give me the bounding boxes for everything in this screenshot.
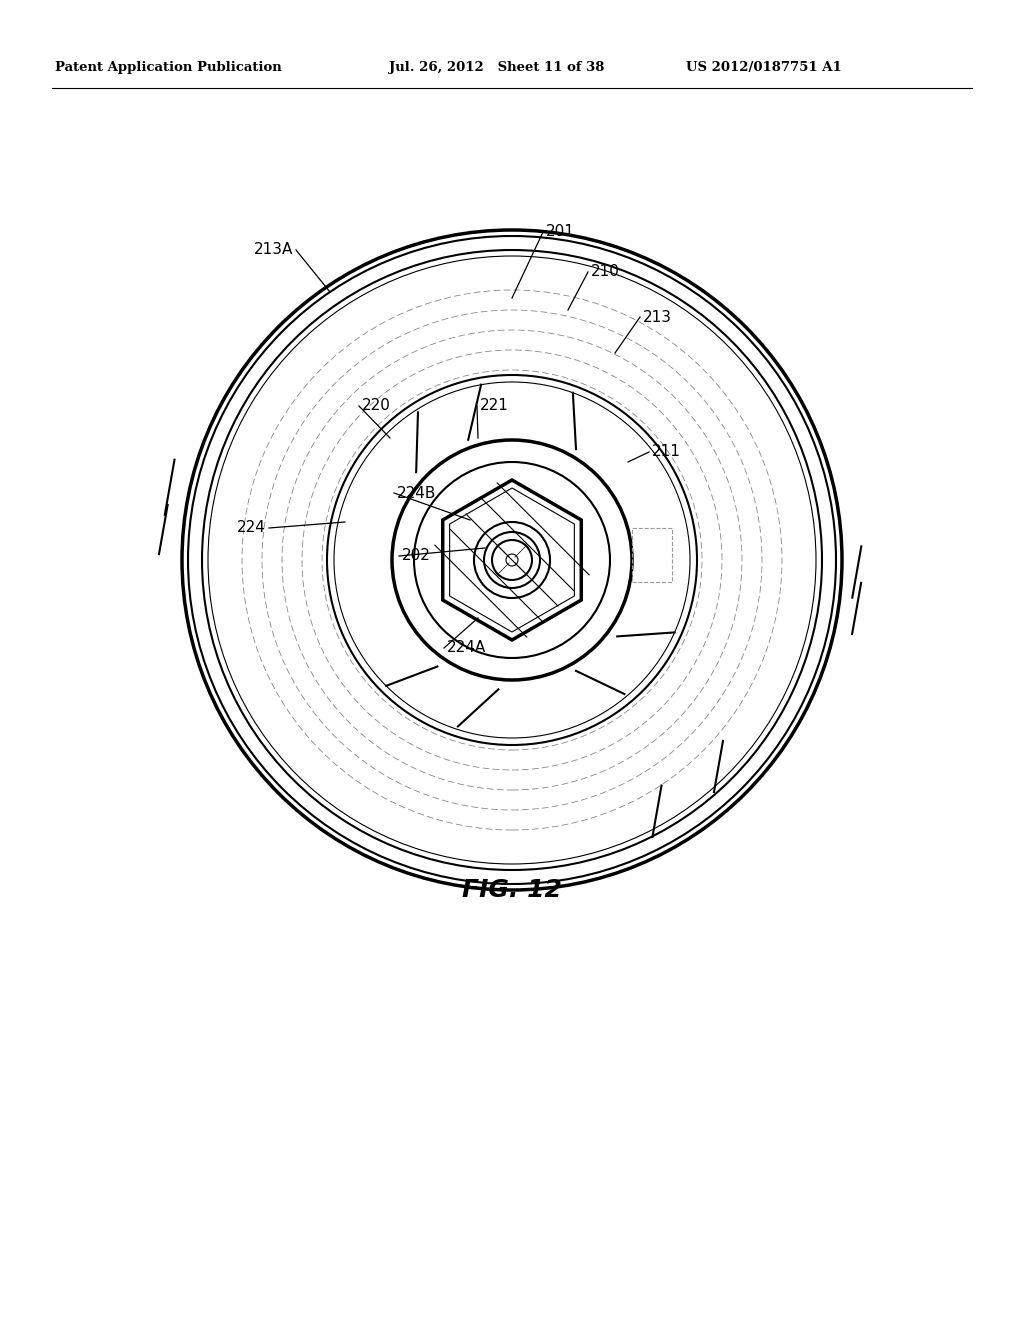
Bar: [632, 528, 672, 582]
Text: 224: 224: [238, 520, 266, 536]
Text: 220: 220: [362, 399, 391, 413]
Text: 213: 213: [643, 309, 672, 325]
Text: Jul. 26, 2012   Sheet 11 of 38: Jul. 26, 2012 Sheet 11 of 38: [389, 62, 604, 74]
Text: 201: 201: [546, 224, 574, 239]
Text: 210: 210: [591, 264, 620, 280]
Text: 224B: 224B: [397, 486, 436, 500]
Text: FIG. 12: FIG. 12: [462, 878, 562, 902]
Text: US 2012/0187751 A1: US 2012/0187751 A1: [686, 62, 842, 74]
Text: 211: 211: [652, 445, 681, 459]
Text: 202: 202: [402, 549, 431, 564]
Text: 221: 221: [480, 399, 509, 413]
Text: 224A: 224A: [447, 640, 486, 656]
Text: 213A: 213A: [254, 243, 293, 257]
Text: Patent Application Publication: Patent Application Publication: [55, 62, 282, 74]
